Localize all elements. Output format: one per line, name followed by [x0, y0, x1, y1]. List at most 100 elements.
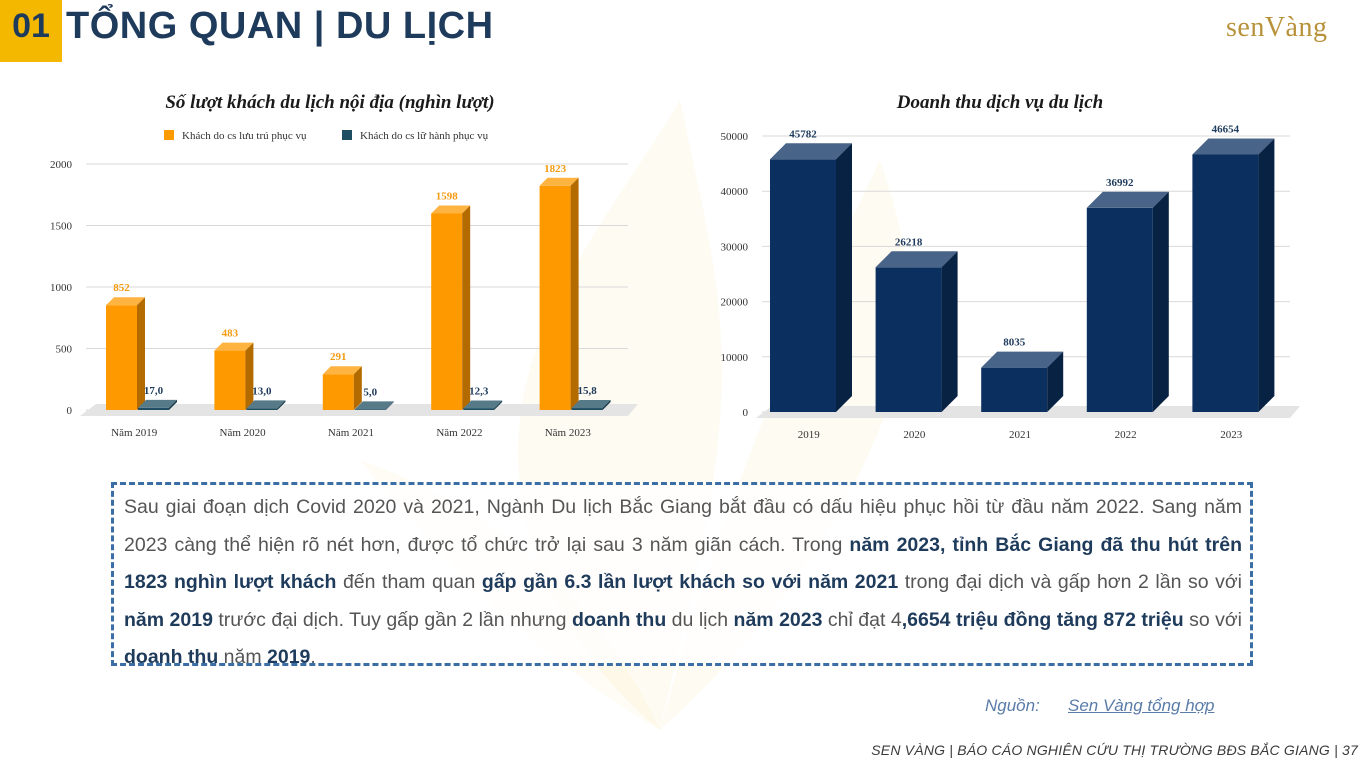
- bar-top: [770, 143, 852, 160]
- bar: [354, 409, 386, 410]
- bar-top: [571, 400, 611, 409]
- summary-paragraph: Sau giai đoạn dịch Covid 2020 và 2021, N…: [111, 482, 1253, 668]
- bar: [431, 213, 463, 410]
- para-bold: gấp gần 6.3 lần lượt khách so với năm 20…: [481, 571, 899, 593]
- bar: [539, 185, 571, 410]
- bar-side: [245, 342, 254, 410]
- data-label: 15,8: [577, 385, 597, 397]
- data-label: 483: [222, 328, 239, 340]
- x-tick-label: 2021: [1009, 429, 1031, 441]
- x-tick-label: Năm 2022: [436, 427, 482, 439]
- y-tick-label: 1500: [50, 221, 73, 233]
- para-text: .: [310, 646, 316, 668]
- para-text: du lịch: [666, 608, 734, 631]
- section-number: 01: [0, 0, 62, 62]
- bar-top: [214, 342, 254, 351]
- y-tick-label: 10000: [721, 352, 749, 364]
- data-label: 5,0: [363, 386, 377, 398]
- para-text: năm: [218, 646, 268, 668]
- bar: [322, 374, 354, 410]
- data-label: 1823: [544, 163, 567, 175]
- bar-side: [494, 400, 503, 410]
- source-link[interactable]: Sen Vàng tổng hợp: [1068, 696, 1215, 715]
- y-tick-label: 50000: [721, 131, 749, 143]
- bar-top: [354, 401, 394, 410]
- x-tick-label: 2022: [1115, 429, 1137, 441]
- legend-swatch: [164, 130, 174, 140]
- x-tick-label: Năm 2023: [545, 427, 592, 439]
- bar: [981, 367, 1048, 412]
- chart2-title: Doanh thu dịch vụ du lịch: [896, 92, 1104, 113]
- source-label: Nguồn:: [985, 696, 1040, 715]
- bar-side: [1047, 351, 1064, 412]
- bar-top: [463, 400, 503, 409]
- logo-text: senVàng: [1226, 12, 1328, 43]
- data-label: 26218: [895, 236, 923, 248]
- bar-top: [431, 205, 471, 214]
- legend-swatch: [342, 130, 352, 140]
- bar: [214, 350, 246, 410]
- bar-top: [322, 366, 362, 375]
- chart-tourism-revenue: 0 10000 20000 30000 40000 50000 45782 2019 26218…: [721, 123, 1300, 441]
- para-bold: năm 2023: [733, 608, 823, 631]
- bar-side: [1258, 138, 1275, 413]
- bar: [138, 407, 169, 410]
- bar-top: [875, 251, 958, 268]
- para-bold: doanh thu: [571, 608, 667, 631]
- para-text: Sau giai đoạn dịch Covid 2020 và 2021, N…: [124, 496, 1242, 556]
- para-bold: doanh thu: [124, 646, 219, 668]
- para-text: so với: [1183, 608, 1242, 631]
- data-label: 12,3: [469, 385, 489, 397]
- bar: [463, 408, 495, 410]
- bar-side: [602, 400, 611, 410]
- bar-side: [277, 400, 286, 410]
- x-tick-label: 2020: [903, 429, 926, 441]
- data-label: 46654: [1212, 123, 1240, 135]
- chart-domestic-visitors: 0 500 1000 1500 2000 852 17,0 Năm 2019 483 13,0 Nă…: [50, 130, 638, 439]
- page-title: TỔNG QUAN | DU LỊCH: [66, 5, 494, 47]
- data-label: 291: [330, 351, 347, 363]
- y-tick-label: 0: [743, 407, 749, 419]
- bar: [246, 408, 278, 410]
- y-tick-label: 1000: [50, 282, 73, 294]
- y-tick-label: 500: [56, 344, 73, 356]
- bar-side: [1152, 191, 1169, 412]
- data-label: 8035: [1003, 337, 1025, 349]
- bar-side: [169, 399, 177, 410]
- bar-top: [981, 351, 1064, 368]
- x-tick-label: Năm 2019: [111, 427, 158, 439]
- data-label: 13,0: [252, 385, 272, 397]
- para-text: trong đại dịch và gấp hơn 2 lần so với: [898, 571, 1243, 593]
- bar: [1192, 154, 1259, 413]
- x-tick-label: 2019: [798, 429, 821, 441]
- y-tick-label: 0: [67, 405, 73, 417]
- bar: [571, 408, 603, 410]
- bar-top: [1192, 138, 1275, 155]
- para-bold: 2019: [267, 646, 311, 668]
- para-text: trước đại dịch. Tuy gấp gần 2 lần nhưng: [212, 608, 572, 631]
- para-bold: ,6654 triệu đồng tăng 872 triệu: [901, 608, 1184, 631]
- page-footer: SEN VÀNG | BÁO CÁO NGHIÊN CỨU THỊ TRƯỜNG…: [871, 742, 1358, 758]
- bar-top: [106, 297, 145, 306]
- data-label: 852: [113, 282, 130, 294]
- bar-side: [570, 177, 579, 410]
- y-tick-label: 40000: [721, 186, 749, 198]
- y-tick-label: 30000: [721, 241, 749, 253]
- bar-top: [138, 399, 177, 408]
- sen-vang-logo: senVàng: [1226, 6, 1358, 50]
- para-bold: năm 2019: [124, 608, 213, 631]
- para-text: đến tham quan: [336, 571, 482, 593]
- para-text: chỉ đạt 4: [822, 608, 902, 631]
- bar: [770, 159, 836, 412]
- bar: [1086, 207, 1153, 412]
- chart1-title: Số lượt khách du lịch nội địa (nghìn lượ…: [165, 92, 495, 113]
- legend-label: Khách do cs lưu trú phục vụ: [182, 130, 307, 142]
- bar-side: [385, 401, 394, 410]
- bar: [106, 305, 137, 410]
- bar-top: [1086, 191, 1169, 208]
- data-label: 17,0: [144, 385, 164, 397]
- legend-label: Khách do cs lữ hành phục vụ: [360, 130, 489, 142]
- x-tick-label: Năm 2021: [328, 427, 374, 439]
- bar-side: [941, 251, 958, 412]
- para-bold: năm 2023, tỉnh Bắc Giang đã thu hút trên…: [124, 533, 1242, 594]
